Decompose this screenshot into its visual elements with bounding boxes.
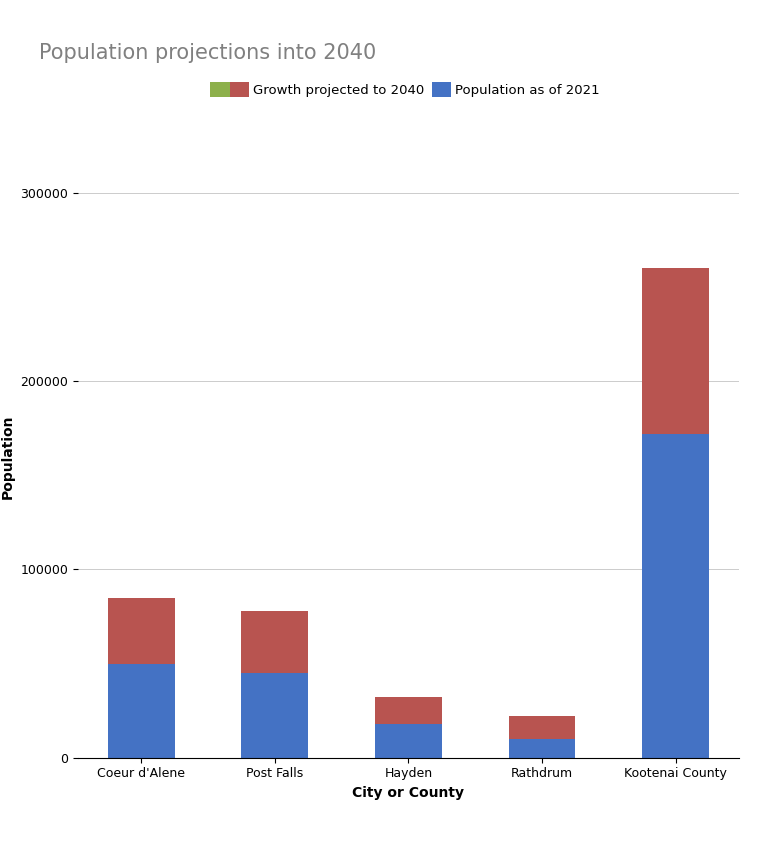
Text: Population as of 2021: Population as of 2021 — [455, 84, 600, 97]
Bar — [509, 739, 576, 758]
Bar — [643, 268, 709, 434]
Bar — [375, 697, 442, 724]
X-axis label: City or County: City or County — [352, 786, 464, 800]
Bar — [241, 610, 308, 673]
Bar — [108, 664, 174, 758]
Bar — [108, 598, 174, 664]
Bar — [375, 724, 442, 758]
Y-axis label: Population: Population — [1, 414, 15, 499]
Bar — [643, 434, 709, 758]
Text: Population projections into 2040: Population projections into 2040 — [39, 43, 376, 63]
Bar — [241, 673, 308, 758]
Bar — [509, 716, 576, 739]
Text: Growth projected to 2040: Growth projected to 2040 — [253, 84, 424, 97]
